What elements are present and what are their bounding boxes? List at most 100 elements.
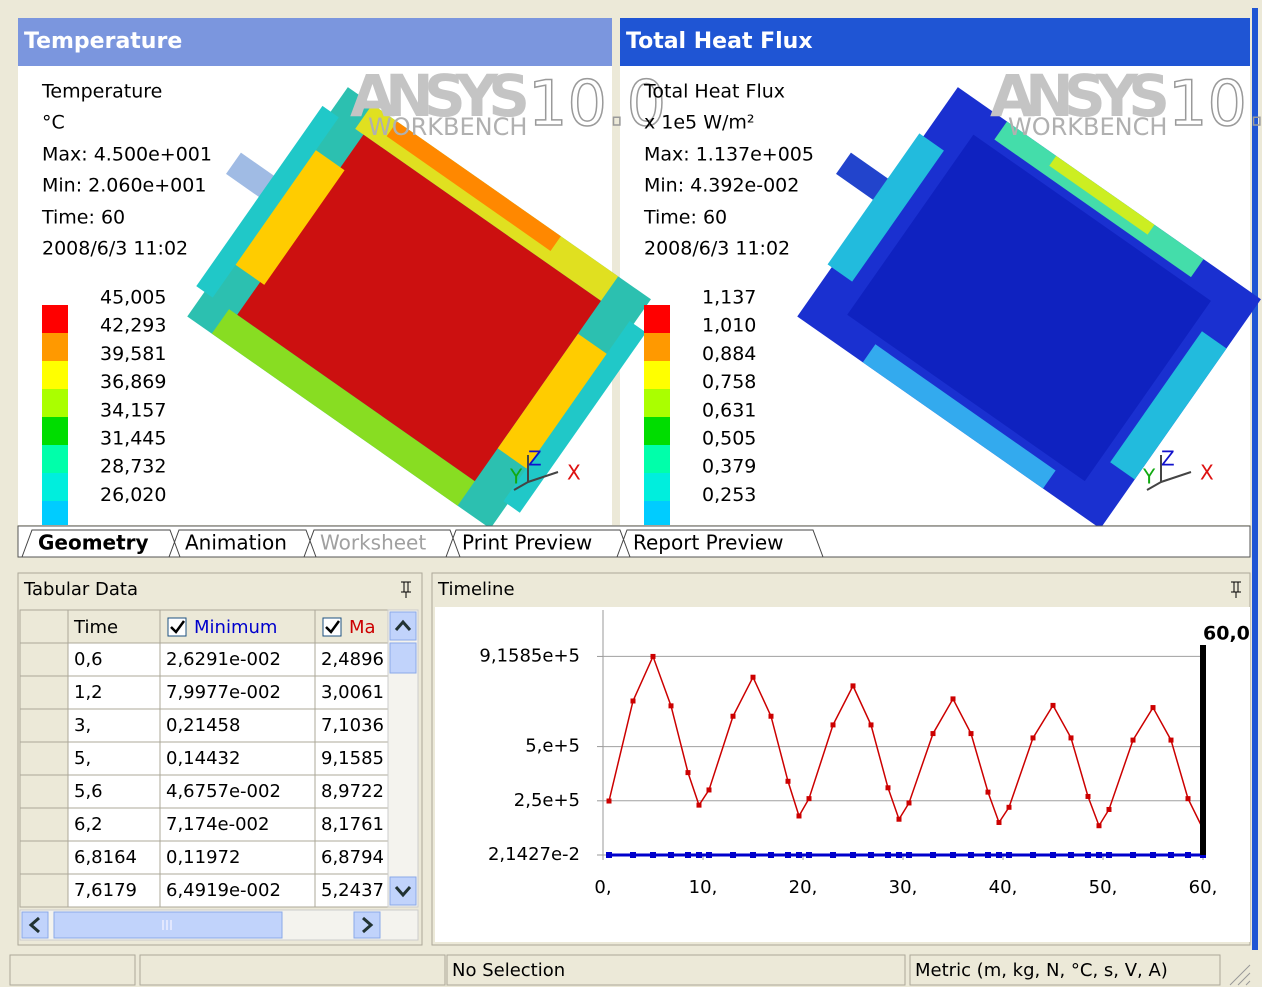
data-point (650, 653, 656, 659)
logo-product: WORKBENCH (1008, 113, 1167, 141)
status-cell (446, 954, 906, 986)
legend-label: 36,869 (100, 371, 166, 393)
data-point (785, 778, 791, 784)
data-point (950, 851, 956, 858)
table-cell-text: 3,0061 (321, 682, 384, 703)
data-point (1185, 796, 1191, 802)
table-cell-text: 8,9722 (321, 781, 384, 802)
table-cell-text: 6,2 (74, 814, 103, 835)
legend-label: 1,137 (702, 287, 756, 309)
resize-grip (1229, 964, 1251, 986)
data-point (796, 813, 802, 819)
data-point (830, 851, 836, 858)
scroll-thumb[interactable] (389, 642, 417, 674)
legend-label: 0,631 (702, 399, 756, 421)
tab-strip (17, 525, 1251, 558)
table-header-cell (19, 774, 69, 809)
table-cell (159, 741, 316, 776)
data-point (730, 713, 736, 719)
x-tick-label: 30, (889, 877, 918, 898)
scroll-down[interactable] (389, 876, 417, 906)
arrow (394, 886, 412, 898)
data-point (868, 722, 874, 728)
result-info: Min: 2.060e+001 (42, 175, 206, 197)
table-cell-text: 6,8794 (321, 847, 384, 868)
logo-product: WORKBENCH (368, 113, 527, 141)
data-point (906, 800, 912, 806)
scroll-left[interactable] (21, 911, 49, 939)
fins (211, 309, 475, 506)
data-point (1130, 737, 1136, 743)
status-cell (909, 954, 1221, 986)
scroll-up[interactable] (389, 611, 417, 641)
tab-edge (616, 529, 824, 558)
legend-label: 45,005 (100, 287, 166, 309)
table-header-cell (19, 708, 69, 743)
table-cell-text: 0,6 (74, 649, 103, 670)
legend-swatch (644, 333, 670, 361)
table-cell (159, 873, 316, 908)
legend-swatch (42, 501, 68, 525)
legend-swatch (644, 417, 670, 445)
data-point (806, 796, 812, 802)
result-info: Total Heat Flux (643, 81, 785, 103)
data-point (1068, 852, 1074, 858)
tab[interactable]: Report Preview (633, 531, 784, 555)
table-cell (67, 774, 161, 809)
legend-label: 26,020 (100, 484, 166, 506)
triad-label: X (1200, 461, 1214, 485)
legend-swatch (644, 305, 670, 333)
data-point (1168, 737, 1174, 743)
data-point (950, 696, 956, 702)
legend-swatch (644, 389, 670, 417)
table-header-cell (19, 873, 69, 908)
legend-swatch (644, 361, 670, 389)
x-tick-label: 60, (1189, 877, 1218, 898)
table-header-cell (67, 609, 161, 644)
tab[interactable]: Animation (185, 531, 287, 555)
table-cell (67, 807, 161, 842)
table-cell (67, 642, 161, 677)
legend-swatch (644, 501, 670, 525)
legend-swatch (42, 473, 68, 501)
data-point (685, 852, 691, 858)
data-point (668, 852, 674, 858)
data-point (668, 703, 674, 709)
table-cell-text: 2,4896 (321, 649, 384, 670)
table-cell-text: 5, (74, 748, 91, 769)
scroll-thumb[interactable] (53, 911, 283, 939)
result-info: °C (42, 112, 65, 134)
legend-label: 39,581 (100, 343, 166, 365)
scroll-right[interactable] (353, 911, 381, 939)
data-point (685, 770, 691, 776)
table-header-cell (19, 642, 69, 677)
data-point (1085, 852, 1091, 858)
table-cell-text: 0,21458 (166, 715, 240, 736)
legend-swatch (644, 473, 670, 501)
data-point (785, 852, 791, 858)
data-point (830, 722, 836, 728)
data-point (606, 852, 612, 858)
legend-label: 42,293 (100, 315, 166, 337)
data-point (1030, 735, 1036, 741)
data-point (630, 698, 636, 704)
legend-swatch (42, 305, 68, 333)
table-cell (314, 675, 389, 710)
x-tick-label: 0, (594, 877, 611, 898)
tab[interactable]: Worksheet (320, 531, 426, 555)
data-point (650, 851, 656, 858)
panel-title: Temperature (24, 29, 182, 54)
end-region (827, 133, 944, 282)
tab[interactable]: Geometry (38, 531, 149, 555)
data-point (1106, 806, 1112, 812)
result-info: Time: 60 (643, 207, 727, 229)
data-point (906, 852, 912, 858)
fins (862, 344, 1056, 489)
data-point (750, 851, 756, 858)
status-cell (9, 954, 136, 986)
tab[interactable]: Print Preview (462, 531, 592, 555)
data-point (768, 852, 774, 858)
table-cell (159, 774, 316, 809)
triad-axes (513, 455, 559, 491)
triad-label: X (567, 461, 581, 485)
